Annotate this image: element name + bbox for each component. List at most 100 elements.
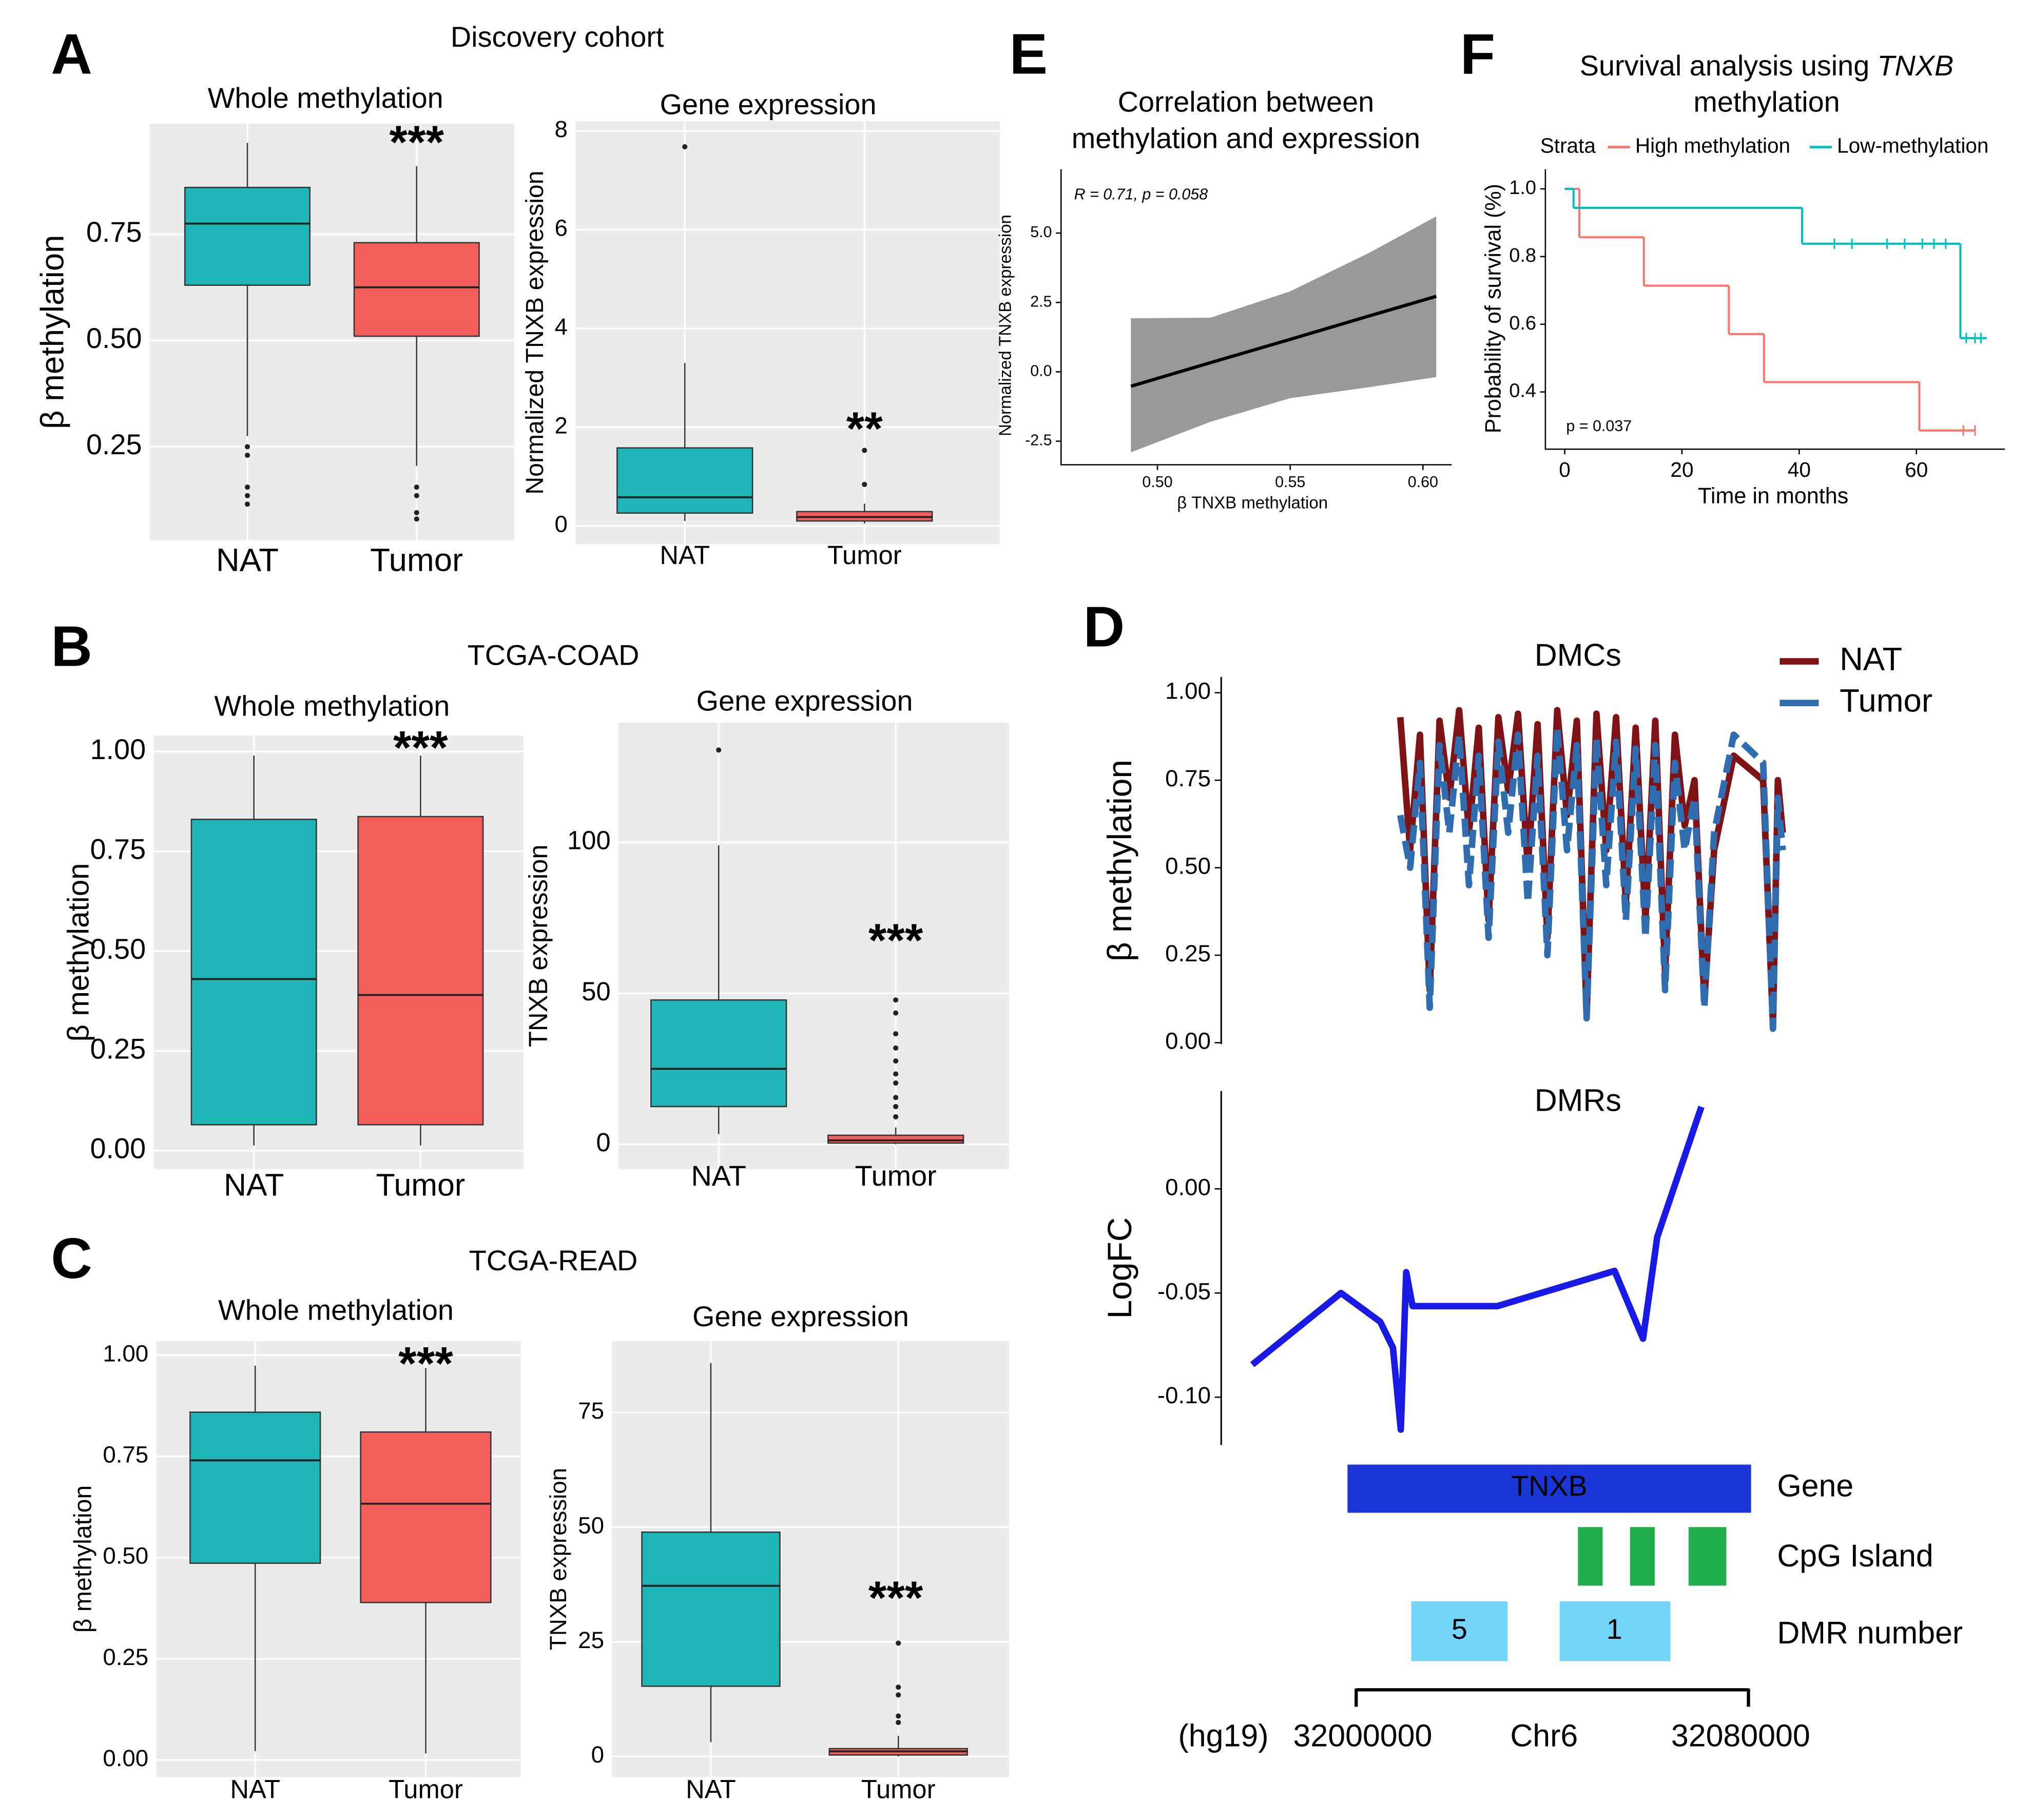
y-tick-label: 0.00 [103, 1745, 148, 1771]
y-axis-label: Probability of survival (%) [1481, 184, 1505, 433]
y-tick-label: 100 [567, 826, 611, 855]
y-tick-label: 0.8 [1509, 245, 1536, 266]
y-tick-label: 0.25 [1165, 940, 1211, 966]
dmr-box [1411, 1601, 1508, 1661]
legend-label: Low-methylation [1837, 133, 1988, 157]
title-text: Survival analysis using [1580, 49, 1869, 82]
y-tick-label: 0.50 [103, 1543, 148, 1569]
x-tick-label: NAT [660, 540, 710, 570]
box [650, 999, 787, 1108]
y-tick-label: 0.50 [1165, 853, 1211, 879]
outlier [893, 1103, 899, 1110]
outlier [896, 1713, 901, 1719]
x-tick-label: 20 [1670, 458, 1693, 481]
group-title: TCGA-COAD [468, 639, 640, 671]
x-tick-label: 0.60 [1408, 473, 1438, 491]
outlier [893, 1045, 899, 1051]
legend-label: Tumor [1840, 683, 1932, 719]
outlier [244, 452, 250, 458]
legend-label: NAT [1840, 641, 1902, 677]
y-tick-label: -0.10 [1157, 1382, 1211, 1408]
chart-title: Gene expression [660, 88, 877, 121]
track-label: Gene [1777, 1468, 1853, 1503]
x-tick-label: Tumor [370, 543, 463, 578]
y-tick-label: 0 [596, 1128, 610, 1157]
x-tick-label: NAT [224, 1167, 284, 1202]
x-axis-label: Time in months [1698, 483, 1848, 508]
chart-title: methylation [1693, 86, 1840, 118]
y-tick-label: 0.0 [1030, 362, 1052, 379]
track-label: CpG Island [1777, 1538, 1933, 1573]
cpg-island [1630, 1527, 1655, 1586]
significance: *** [868, 914, 923, 966]
y-tick-label: 0.00 [1165, 1028, 1211, 1054]
y-tick-label: -2.5 [1025, 432, 1052, 449]
axis-line [1060, 169, 1452, 466]
gene-name: TNXB [1511, 1469, 1588, 1502]
y-tick-label: 0 [591, 1741, 604, 1768]
outlier [414, 493, 419, 498]
outlier [893, 1010, 899, 1016]
group-title: TCGA-READ [469, 1244, 638, 1276]
assembly: (hg19) [1178, 1718, 1269, 1753]
x-tick-label: NAT [216, 543, 279, 578]
y-tick-label: 0.25 [103, 1644, 148, 1670]
y-axis-label: β methylation [1100, 760, 1138, 961]
dmr-box [1559, 1601, 1671, 1661]
chromosome: Chr6 [1510, 1718, 1578, 1753]
outlier [893, 1031, 899, 1037]
outlier [896, 1640, 901, 1646]
legend-title: Strata [1540, 133, 1596, 157]
x-tick-label: Tumor [861, 1775, 936, 1804]
box [357, 816, 484, 1126]
x-tick-label: 32000000 [1293, 1718, 1433, 1753]
data-line [1250, 1106, 1705, 1433]
box [360, 1431, 492, 1603]
y-tick-label: 6 [555, 215, 568, 241]
x-tick-label: 0.55 [1275, 473, 1305, 491]
y-tick-label: 0.00 [90, 1132, 146, 1165]
outlier [244, 444, 250, 450]
y-tick-label: 1.00 [1165, 678, 1211, 704]
y-axis-label: TNXB expression [545, 1468, 571, 1650]
y-tick-label: 1.0 [1509, 177, 1536, 199]
x-tick-label: 0.50 [1142, 473, 1172, 491]
y-tick-label: 0.75 [1165, 765, 1211, 791]
x-tick-label: Tumor [855, 1159, 937, 1192]
annotation: p = 0.037 [1566, 417, 1632, 435]
chart-title: Gene expression [692, 1300, 909, 1332]
y-tick-label: 0.75 [90, 832, 146, 865]
y-tick-label: 0.50 [86, 322, 142, 354]
chart-title: Whole methylation [214, 690, 450, 722]
chart-title: Gene expression [697, 684, 913, 717]
box [184, 186, 311, 286]
y-tick-label: 0.25 [86, 428, 142, 460]
y-tick-label: 2.5 [1030, 293, 1052, 310]
gene-bar [1347, 1464, 1751, 1513]
outlier [893, 1058, 899, 1064]
y-tick-label: 0 [555, 511, 568, 537]
significance: ** [846, 402, 883, 455]
outlier [896, 1719, 901, 1726]
outlier [414, 510, 419, 515]
significance: *** [389, 116, 444, 168]
y-tick-label: 75 [578, 1398, 604, 1424]
outlier [862, 448, 867, 453]
y-tick-label: 50 [582, 977, 610, 1006]
y-tick-label: 0.00 [1165, 1174, 1211, 1200]
y-tick-label: 0.4 [1509, 380, 1536, 402]
y-axis-label: Normalized TNXB expression [521, 170, 549, 494]
outlier [893, 1071, 899, 1077]
box [190, 819, 317, 1126]
y-tick-label: 8 [555, 116, 568, 142]
chart-title: Whole methylation [218, 1294, 454, 1326]
y-axis-label: TNXB expression [524, 844, 553, 1047]
group-title: Discovery cohort [451, 21, 664, 53]
plot-frame [1545, 169, 2005, 449]
x-tick-label: Tumor [376, 1167, 466, 1202]
legend-label: High methylation [1635, 133, 1790, 157]
dmr-number: 5 [1452, 1613, 1467, 1645]
outlier [244, 493, 250, 498]
box [353, 242, 480, 337]
